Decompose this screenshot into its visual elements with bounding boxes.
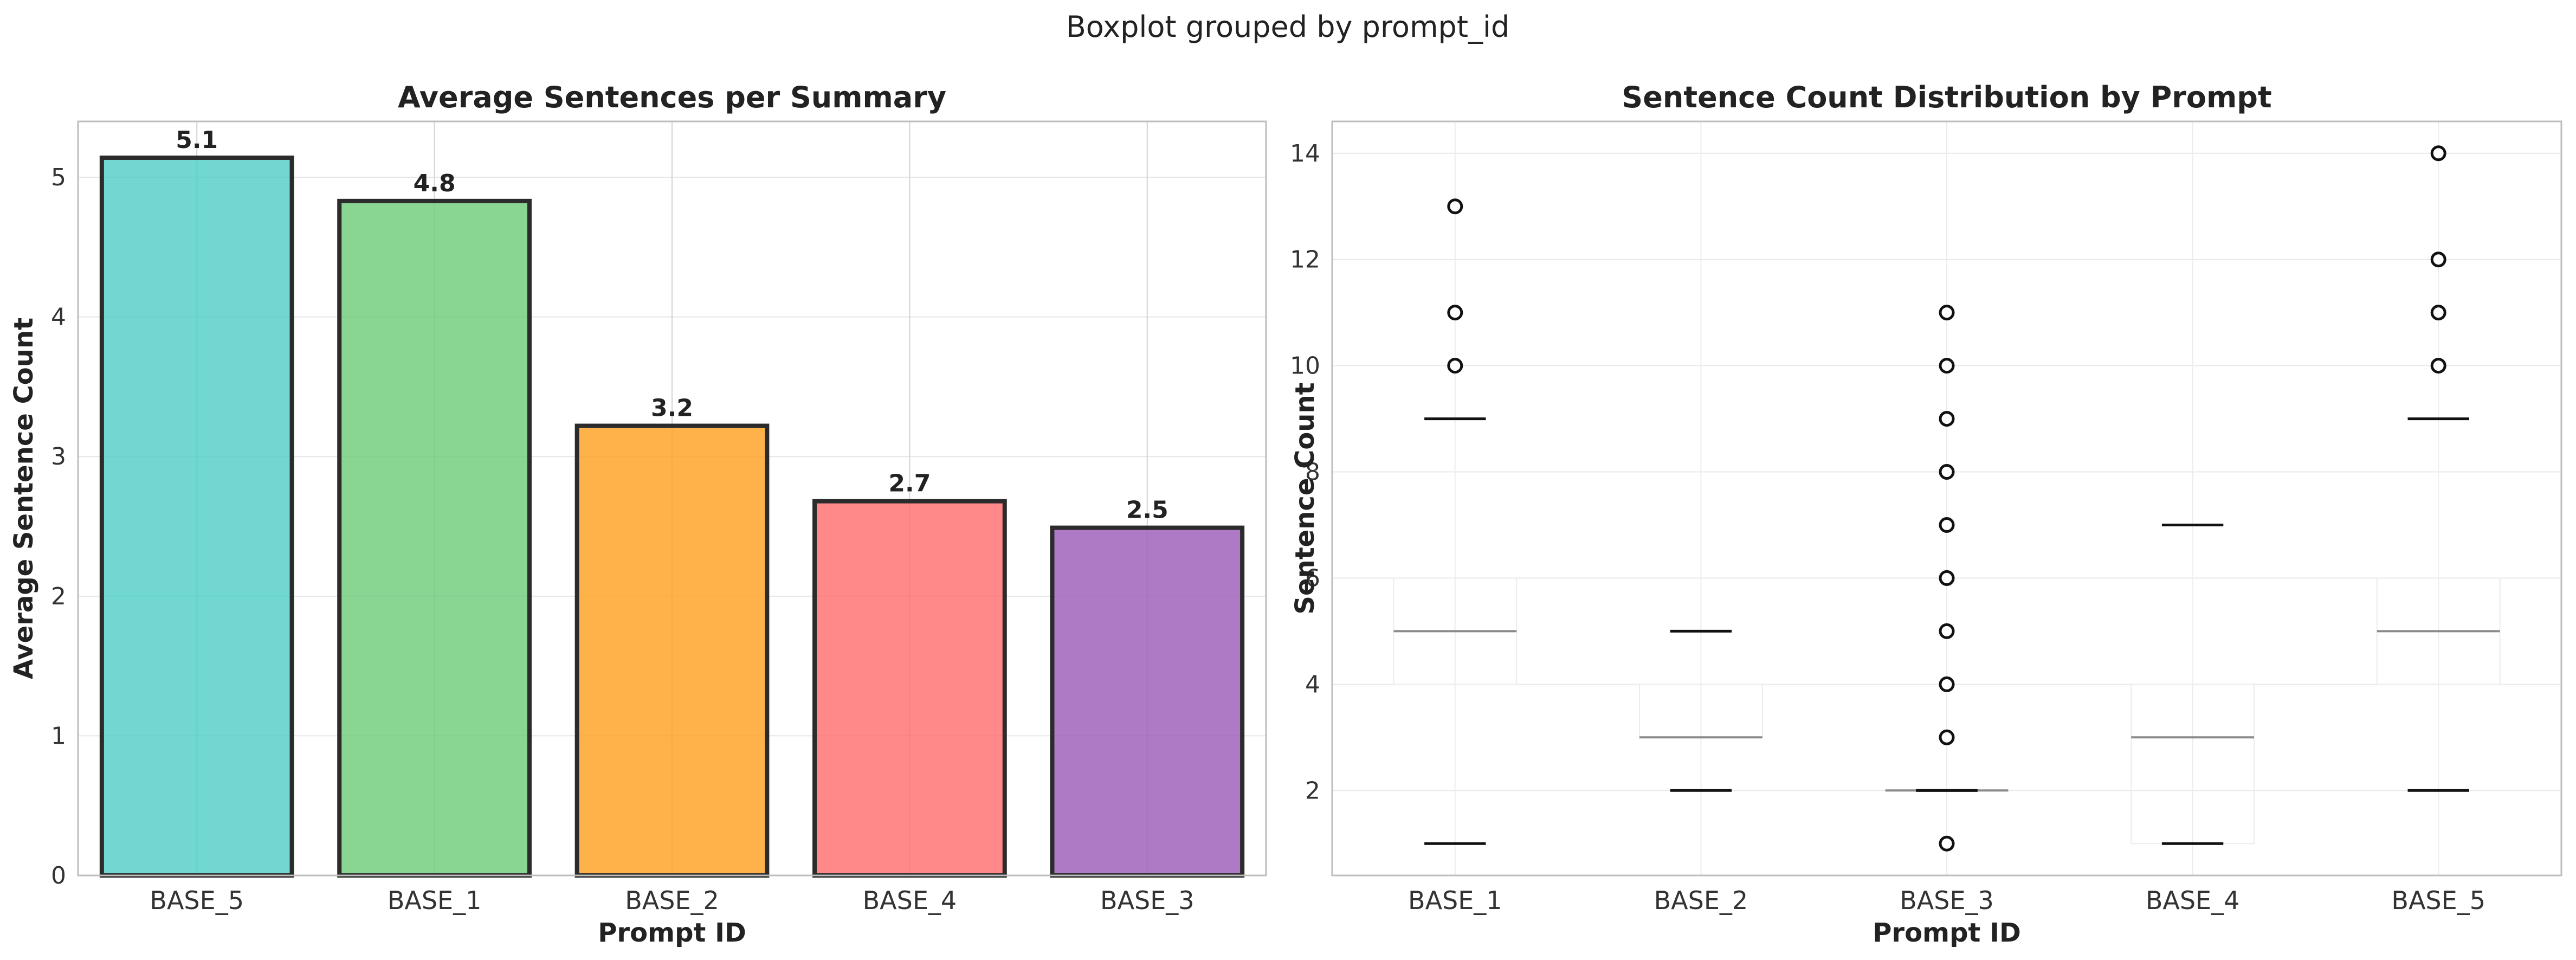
outlier-point	[1939, 729, 1955, 745]
x-tick-label: BASE_5	[2391, 886, 2485, 915]
y-tick-label: 3	[51, 443, 66, 471]
bar-value-label: 2.7	[888, 470, 931, 498]
bar-value-label: 3.2	[651, 395, 693, 422]
chart-title: Sentence Count Distribution by Prompt	[1622, 80, 2271, 114]
outlier-point	[1939, 835, 1955, 852]
y-tick-label: 4	[51, 304, 66, 331]
plot-frame	[77, 120, 1267, 877]
y-tick-label: 10	[1290, 352, 1320, 380]
x-tick-label: BASE_3	[1900, 886, 1994, 915]
x-tick-label: BASE_2	[625, 886, 719, 915]
outlier-point	[1939, 676, 1955, 692]
chart-title: Average Sentences per Summary	[398, 80, 946, 114]
y-tick-label: 2	[51, 583, 66, 610]
x-tick-label: BASE_3	[1100, 886, 1195, 915]
bar-value-label: 4.8	[414, 170, 456, 197]
outlier-point	[1939, 517, 1955, 533]
x-axis-label: Prompt ID	[1873, 918, 2021, 948]
bar-base-3	[1050, 525, 1245, 878]
outlier-point	[1939, 464, 1955, 480]
outlier-point	[2430, 358, 2446, 374]
bar-value-label: 5.1	[176, 126, 218, 154]
outlier-point	[1939, 623, 1955, 639]
x-tick-label: BASE_1	[1408, 886, 1502, 915]
y-tick-label: 4	[1305, 671, 1320, 698]
x-tick-label: BASE_5	[150, 886, 244, 915]
outlier-point	[2430, 305, 2446, 321]
x-tick-label: BASE_2	[1654, 886, 1748, 915]
outlier-point	[2430, 145, 2446, 162]
x-tick-label: BASE_4	[863, 886, 957, 915]
outlier-point	[1939, 411, 1955, 427]
y-tick-label: 1	[51, 722, 66, 750]
bar-base-2	[574, 423, 770, 878]
outlier-point	[1447, 358, 1463, 374]
box-plot-chart: 2 4 6 8 10 12 14 BASE_1 BASE_2 BASE_3 BASE_4 BASE_5…	[1290, 80, 2562, 948]
bar-value-label: 2.5	[1126, 497, 1168, 524]
outlier-point	[2430, 252, 2446, 268]
y-tick-label: 2	[1305, 777, 1320, 804]
box-base-3	[1885, 305, 2009, 852]
y-tick-label: 8	[1305, 459, 1320, 486]
x-axis-label: Prompt ID	[598, 918, 746, 948]
x-tick-label: BASE_4	[2146, 886, 2240, 915]
y-axis-label: Average Sentence Count	[9, 318, 39, 679]
outlier-point	[1447, 198, 1463, 215]
bar-base-4	[812, 499, 1007, 878]
outlier-point	[1447, 305, 1463, 321]
bar-chart: 5.1 4.8 3.2 2.7 2.5 0 1 2 3 4 5 BASE_5 BASE_1 BASE_2 B…	[9, 80, 1267, 948]
outlier-point	[1939, 570, 1955, 586]
y-tick-label: 6	[1305, 564, 1320, 592]
figure-suptitle: Boxplot grouped by prompt_id	[1066, 10, 1510, 44]
bar-base-5	[99, 155, 294, 878]
box-base-2	[1639, 629, 1763, 792]
y-tick-label: 14	[1290, 140, 1320, 167]
y-tick-label: 12	[1290, 246, 1320, 274]
box-base-5	[2376, 145, 2501, 792]
y-tick-label: 0	[51, 862, 66, 890]
plot-frame	[1331, 120, 2562, 877]
y-tick-label: 5	[51, 164, 66, 191]
y-axis-label: Sentence Count	[1290, 382, 1320, 614]
x-tick-label: BASE_1	[388, 886, 482, 915]
box-base-4	[2130, 523, 2255, 845]
box-base-1	[1393, 198, 1518, 845]
outlier-point	[1939, 358, 1955, 374]
bar-base-1	[337, 198, 532, 878]
outlier-point	[1939, 305, 1955, 321]
